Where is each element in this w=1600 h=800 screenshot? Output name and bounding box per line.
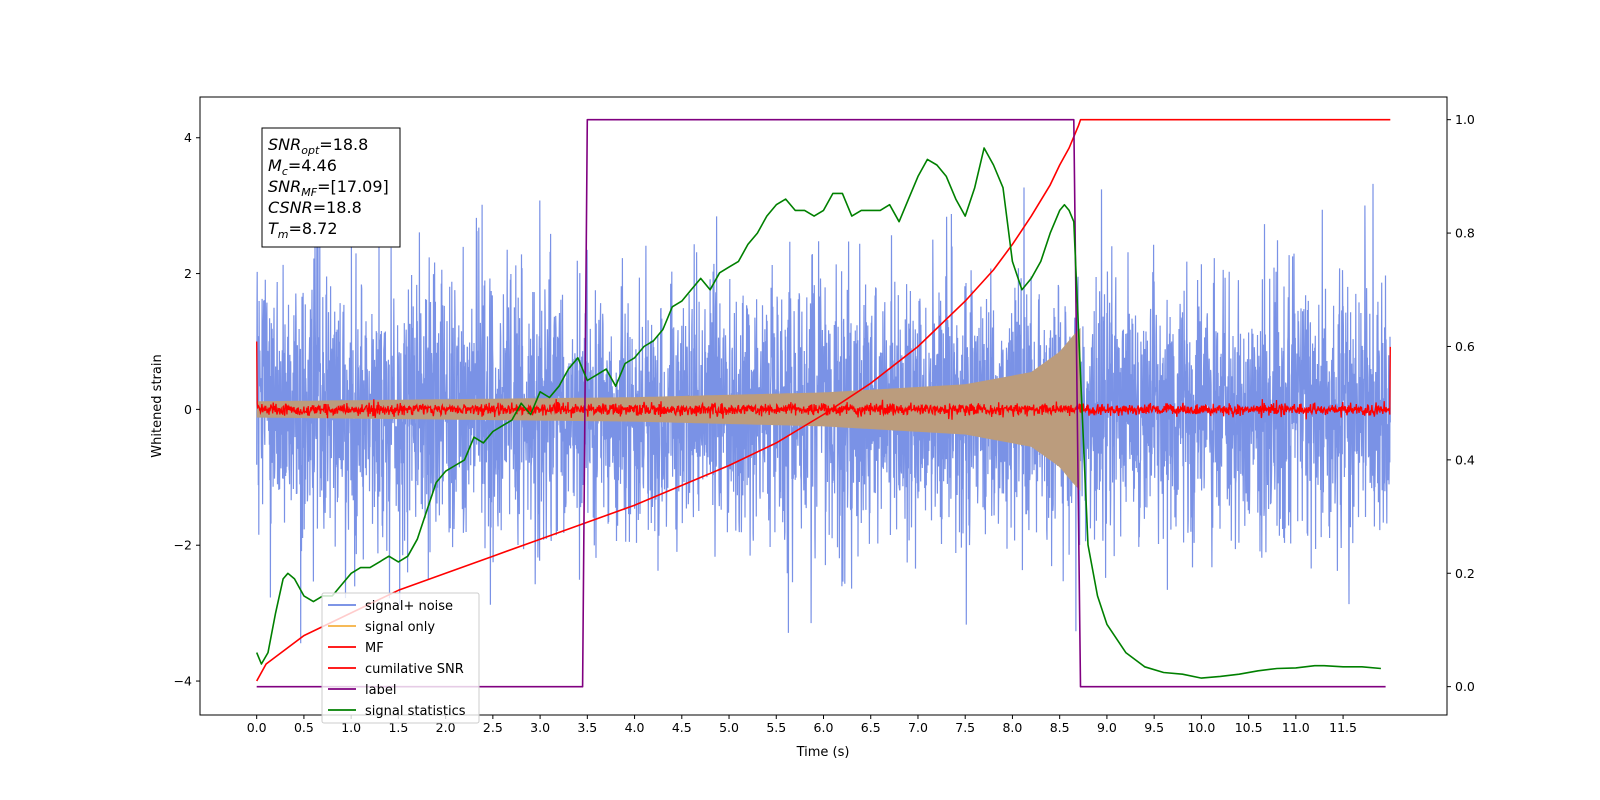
y-tick-label: −2 <box>174 538 192 553</box>
y2-tick-label: 0.8 <box>1455 226 1475 241</box>
x-tick-label: 4.5 <box>672 720 692 735</box>
annotation-subscript: m <box>278 228 289 241</box>
series-signal-statistics <box>255 147 1381 679</box>
x-tick-label: 7.0 <box>908 720 928 735</box>
annotation-subscript: MF <box>301 186 317 199</box>
x-tick-label: 1.5 <box>388 720 408 735</box>
x-tick-label: 1.0 <box>341 720 361 735</box>
x-tick-label: 7.5 <box>955 720 975 735</box>
y2-tick-label: 1.0 <box>1455 112 1475 127</box>
x-tick-label: 6.0 <box>814 720 834 735</box>
x-tick-label: 3.0 <box>530 720 550 735</box>
annotation-symbol: CSNR <box>268 198 313 217</box>
annotation-subscript: c <box>282 165 288 178</box>
y-tick-label: 4 <box>184 130 192 145</box>
annotation-value: =18.8 <box>319 135 368 154</box>
annotation-line: SNRMF=[17.09] <box>268 177 389 199</box>
x-tick-label: 0.0 <box>247 720 267 735</box>
x-tick-label: 11.0 <box>1282 720 1310 735</box>
y-tick-label: 0 <box>184 402 192 417</box>
y2-tick-label: 0.2 <box>1455 566 1475 581</box>
y2-tick-label: 0.6 <box>1455 339 1475 354</box>
x-tick-label: 5.0 <box>719 720 739 735</box>
annotation-value: =8.72 <box>289 219 338 238</box>
annotation-line: SNRopt=18.8 <box>268 135 368 157</box>
annotation-line: Tm=8.72 <box>268 219 338 241</box>
x-tick-label: 11.5 <box>1329 720 1357 735</box>
legend-entry: label <box>365 683 396 698</box>
legend-entry: signal only <box>365 620 435 635</box>
annotation-value: =4.46 <box>288 156 337 175</box>
x-tick-label: 4.0 <box>625 720 645 735</box>
y2-tick-label: 0.4 <box>1455 452 1475 467</box>
legend-entry: cumilative SNR <box>365 662 464 677</box>
y2-tick-label: 0.0 <box>1455 679 1475 694</box>
x-tick-label: 10.5 <box>1235 720 1263 735</box>
annotation-value: =[17.09] <box>317 177 389 196</box>
x-tick-label: 3.5 <box>577 720 597 735</box>
annotation-line: CSNR=18.8 <box>268 198 362 217</box>
x-tick-label: 2.5 <box>483 720 503 735</box>
legend-frame <box>321 592 480 724</box>
series-label <box>256 118 1386 688</box>
x-axis-label: Time (s) <box>796 745 850 760</box>
annotation-symbol: M <box>268 156 282 175</box>
x-tick-label: 6.5 <box>861 720 881 735</box>
legend: signal+ noise signal only MF cumilative SNR… <box>321 592 480 724</box>
legend-entry: MF <box>365 641 384 656</box>
annotation-symbol: T <box>268 219 279 238</box>
x-tick-label: 2.0 <box>436 720 456 735</box>
y-tick-label: 2 <box>184 266 192 281</box>
annotation-line: Mc=4.46 <box>268 156 337 178</box>
x-tick-label: 8.0 <box>1002 720 1022 735</box>
series-mf <box>256 341 1391 420</box>
annotation-box: SNRopt=18.8Mc=4.46SNRMF=[17.09]CSNR=18.8… <box>261 127 401 248</box>
x-tick-label: 5.5 <box>766 720 786 735</box>
legend-entry: signal+ noise <box>365 599 453 614</box>
annotation-frame <box>261 127 401 248</box>
annotation-subscript: opt <box>301 144 320 157</box>
x-tick-label: 9.0 <box>1097 720 1117 735</box>
y-axis-label: Whitened strain <box>150 354 165 457</box>
legend-entry: signal statistics <box>365 704 466 719</box>
series-cumulative-snr <box>255 118 1391 682</box>
y-tick-label: −4 <box>174 674 192 689</box>
x-tick-label: 9.5 <box>1144 720 1164 735</box>
annotation-value: =18.8 <box>313 198 362 217</box>
annotation-symbol: SNR <box>268 135 301 154</box>
x-tick-label: 10.0 <box>1187 720 1215 735</box>
annotation-symbol: SNR <box>268 177 301 196</box>
x-tick-label: 8.5 <box>1050 720 1070 735</box>
x-tick-label: 0.5 <box>294 720 314 735</box>
